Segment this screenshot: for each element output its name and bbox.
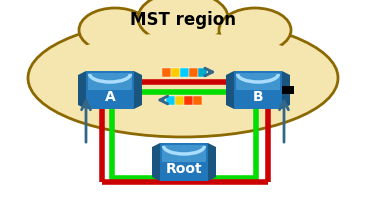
Polygon shape [152, 143, 160, 181]
Bar [162, 145, 206, 162]
Polygon shape [208, 143, 216, 181]
Bar [86, 71, 134, 109]
Bar [197, 67, 207, 76]
Bar [179, 67, 189, 76]
Polygon shape [134, 71, 142, 109]
Bar [161, 67, 171, 76]
Bar [234, 71, 282, 109]
Polygon shape [282, 71, 290, 109]
Bar [236, 73, 280, 90]
Bar [184, 96, 193, 104]
Bar [282, 86, 294, 94]
Text: B: B [253, 90, 263, 104]
Polygon shape [226, 71, 234, 109]
Bar [189, 67, 197, 76]
Bar [171, 67, 179, 76]
Ellipse shape [138, 0, 228, 44]
Bar [193, 96, 202, 104]
Bar [166, 96, 175, 104]
Bar [175, 96, 184, 104]
Text: A: A [105, 90, 115, 104]
Polygon shape [78, 71, 86, 109]
Bar [88, 73, 132, 90]
Ellipse shape [36, 33, 331, 133]
Ellipse shape [28, 19, 338, 137]
Ellipse shape [219, 8, 291, 52]
Text: Root: Root [166, 162, 202, 176]
Bar [160, 143, 208, 181]
Text: MST region: MST region [130, 11, 236, 29]
Ellipse shape [79, 8, 151, 52]
